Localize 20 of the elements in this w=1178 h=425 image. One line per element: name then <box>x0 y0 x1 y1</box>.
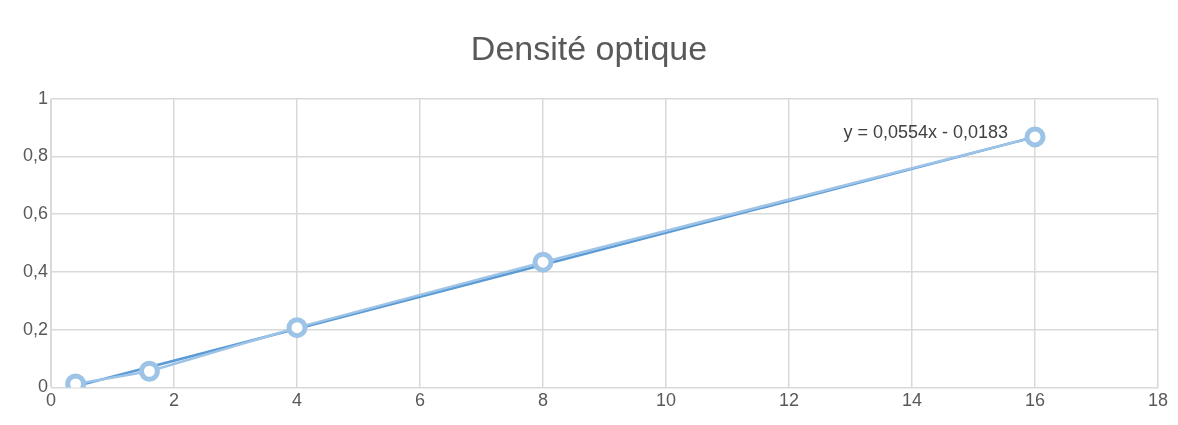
y-tick-label: 0,4 <box>22 260 49 281</box>
x-tick-label: 8 <box>538 390 549 411</box>
annotation: y = 0,0554x - 0,0183 <box>843 121 1008 142</box>
y-tick-label: 1 <box>38 87 49 108</box>
x-tick-label: 10 <box>655 390 677 411</box>
x-tick-label: 16 <box>1024 390 1046 411</box>
x-tick-label: 14 <box>901 390 923 411</box>
x-tick-label: 2 <box>169 390 180 411</box>
x-tick-label: 12 <box>778 390 800 411</box>
point <box>286 317 308 339</box>
x-tick-label: 4 <box>292 390 303 411</box>
x-tick-label: 18 <box>1147 390 1169 411</box>
x-tick-label: 6 <box>415 390 426 411</box>
chart-title: Densité optique <box>470 28 708 67</box>
point <box>1024 126 1046 148</box>
y-tick-label: 0,6 <box>22 203 49 224</box>
y-tick-label: 0,8 <box>22 145 49 166</box>
y-tick-label: 0,2 <box>22 318 49 339</box>
point <box>138 360 160 382</box>
point <box>532 251 554 273</box>
